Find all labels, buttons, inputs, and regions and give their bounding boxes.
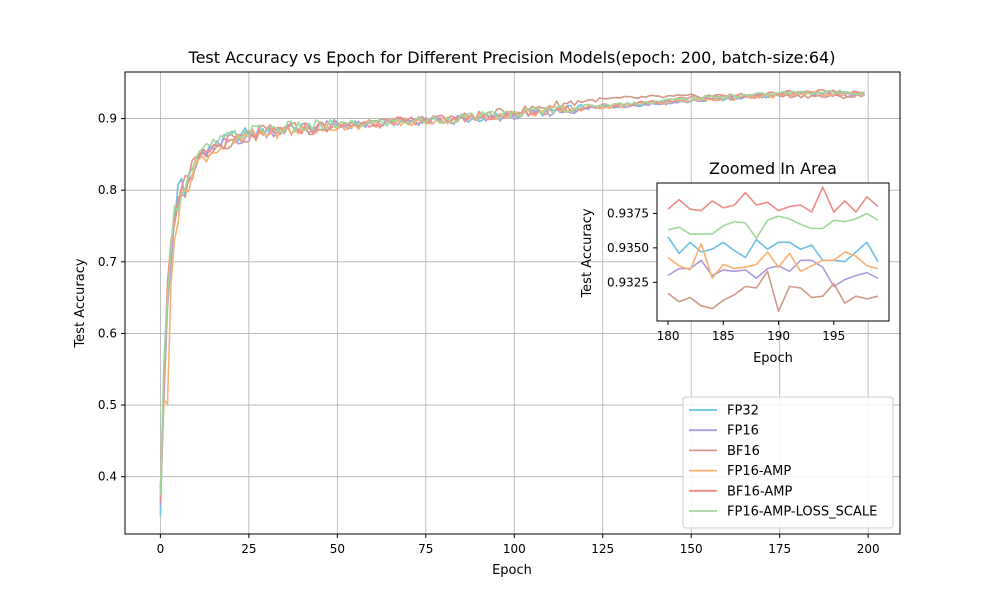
main-y-tick-label: 0.7 bbox=[98, 255, 117, 269]
legend-item-fp16: FP16 bbox=[689, 424, 759, 439]
inset-series-line-fp16 bbox=[667, 259, 879, 288]
inset-y-axis-label: Test Accuracy bbox=[580, 208, 595, 298]
legend-box bbox=[682, 396, 894, 529]
inset-series-lines bbox=[667, 186, 879, 313]
legend-item-fp16-amp-loss-scale: FP16-AMP-LOSS_SCALE bbox=[689, 505, 877, 520]
inset-series-line-bf16 bbox=[667, 270, 879, 313]
legend-item-fp16-amp: FP16-AMP bbox=[689, 464, 791, 479]
series-line-fp16-amp-loss-scale bbox=[159, 89, 865, 495]
legend-label: FP16-AMP-LOSS_SCALE bbox=[727, 505, 877, 520]
main-x-tick-label: 50 bbox=[330, 542, 345, 556]
main-x-tick-label: 25 bbox=[241, 542, 256, 556]
legend-item-bf16-amp: BF16-AMP bbox=[689, 484, 792, 499]
main-x-tick-label: 200 bbox=[857, 542, 880, 556]
inset-background bbox=[657, 183, 889, 321]
chart-legend: FP32 FP16 BF16 FP16-AMP BF16-AMP FP16-AMP-LOS… bbox=[682, 396, 894, 529]
main-x-tick-label: 175 bbox=[768, 542, 791, 556]
inset-axis-ticks: 180 185 190 195 0.9325 0.9350 0.9375 bbox=[607, 206, 845, 343]
inset-title: Zoomed In Area bbox=[709, 159, 837, 178]
main-y-tick-label: 0.6 bbox=[98, 326, 117, 340]
inset-x-axis-label: Epoch bbox=[753, 351, 793, 366]
legend-item-fp32: FP32 bbox=[689, 404, 759, 419]
main-plot-frame bbox=[124, 71, 901, 535]
inset-y-tick-label: 0.9350 bbox=[607, 241, 649, 255]
inset-series-line-bf16-amp bbox=[667, 186, 879, 213]
series-line-fp16 bbox=[159, 92, 865, 506]
main-y-tick-label: 0.9 bbox=[98, 112, 117, 126]
main-axis-ticks: 0 25 50 75 100 125 150 175 200 0.4 0.5 0.6 0.7 0.8 0.9 bbox=[98, 112, 880, 556]
main-x-axis-label: Epoch bbox=[492, 563, 532, 578]
main-chart-title: Test Accuracy vs Epoch for Different Pre… bbox=[188, 48, 836, 67]
inset-series-line-fp16-amp bbox=[667, 242, 879, 280]
main-y-axis-label: Test Accuracy bbox=[73, 258, 88, 348]
legend-label: FP16 bbox=[727, 424, 759, 439]
inset-x-tick-label: 180 bbox=[657, 329, 680, 343]
main-y-tick-label: 0.5 bbox=[98, 398, 117, 412]
inset-plot-frame bbox=[656, 182, 890, 322]
zoomed-inset: 180 185 190 195 0.9325 0.9350 0.9375 Zoomed In… bbox=[580, 159, 890, 366]
legend-label: FP32 bbox=[727, 404, 759, 419]
legend-label: BF16 bbox=[727, 444, 760, 459]
inset-x-tick-label: 195 bbox=[822, 329, 845, 343]
legend-label: BF16-AMP bbox=[727, 484, 792, 499]
main-x-tick-label: 0 bbox=[157, 542, 165, 556]
legend-label: FP16-AMP bbox=[727, 464, 791, 479]
inset-series-line-fp16-amp-loss-scale bbox=[667, 212, 879, 239]
main-y-tick-label: 0.4 bbox=[98, 470, 117, 484]
inset-y-tick-label: 0.9325 bbox=[607, 275, 649, 289]
inset-x-tick-label: 185 bbox=[712, 329, 735, 343]
main-x-tick-label: 100 bbox=[503, 542, 526, 556]
main-x-tick-label: 75 bbox=[418, 542, 433, 556]
inset-x-tick-label: 190 bbox=[767, 329, 790, 343]
main-series-lines bbox=[159, 89, 866, 517]
legend-item-bf16: BF16 bbox=[689, 444, 760, 459]
main-x-tick-label: 125 bbox=[591, 542, 614, 556]
main-x-tick-label: 150 bbox=[680, 542, 703, 556]
inset-y-tick-label: 0.9375 bbox=[607, 206, 649, 220]
main-y-tick-label: 0.8 bbox=[98, 183, 117, 197]
